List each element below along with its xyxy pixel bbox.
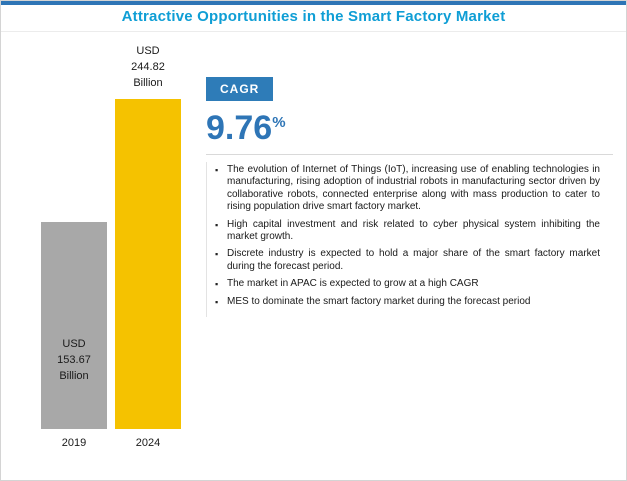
cagr-percent-sign: % xyxy=(272,114,286,131)
cagr-number: 9.76 xyxy=(206,109,273,147)
list-item: MES to dominate the smart factory market… xyxy=(215,296,600,309)
bar-2019 xyxy=(41,222,107,429)
bar-value-label-2024: USD 244.82 Billion xyxy=(131,45,165,89)
cagr-label: CAGR xyxy=(206,77,274,101)
top-accent-strip xyxy=(1,1,626,5)
key-points-list: The evolution of Internet of Things (IoT… xyxy=(206,162,600,318)
cagr-value: 9.76% xyxy=(206,105,613,146)
axis-label-2019: 2019 xyxy=(61,437,87,449)
list-item: High capital investment and risk related… xyxy=(215,219,600,244)
list-item: The evolution of Internet of Things (IoT… xyxy=(215,164,600,214)
axis-label-2024: 2024 xyxy=(135,437,161,449)
bar-value-label-2019: USD 153.67 Billion xyxy=(57,338,91,382)
page-title: Attractive Opportunities in the Smart Fa… xyxy=(121,8,506,25)
bar-2024 xyxy=(115,99,181,429)
title-divider xyxy=(1,31,626,32)
list-item: The market in APAC is expected to grow a… xyxy=(215,278,600,291)
cagr-panel: CAGR 9.76% The evolution of Internet of … xyxy=(206,77,613,318)
list-item: Discrete industry is expected to hold a … xyxy=(215,248,600,273)
divider-line xyxy=(206,154,613,155)
